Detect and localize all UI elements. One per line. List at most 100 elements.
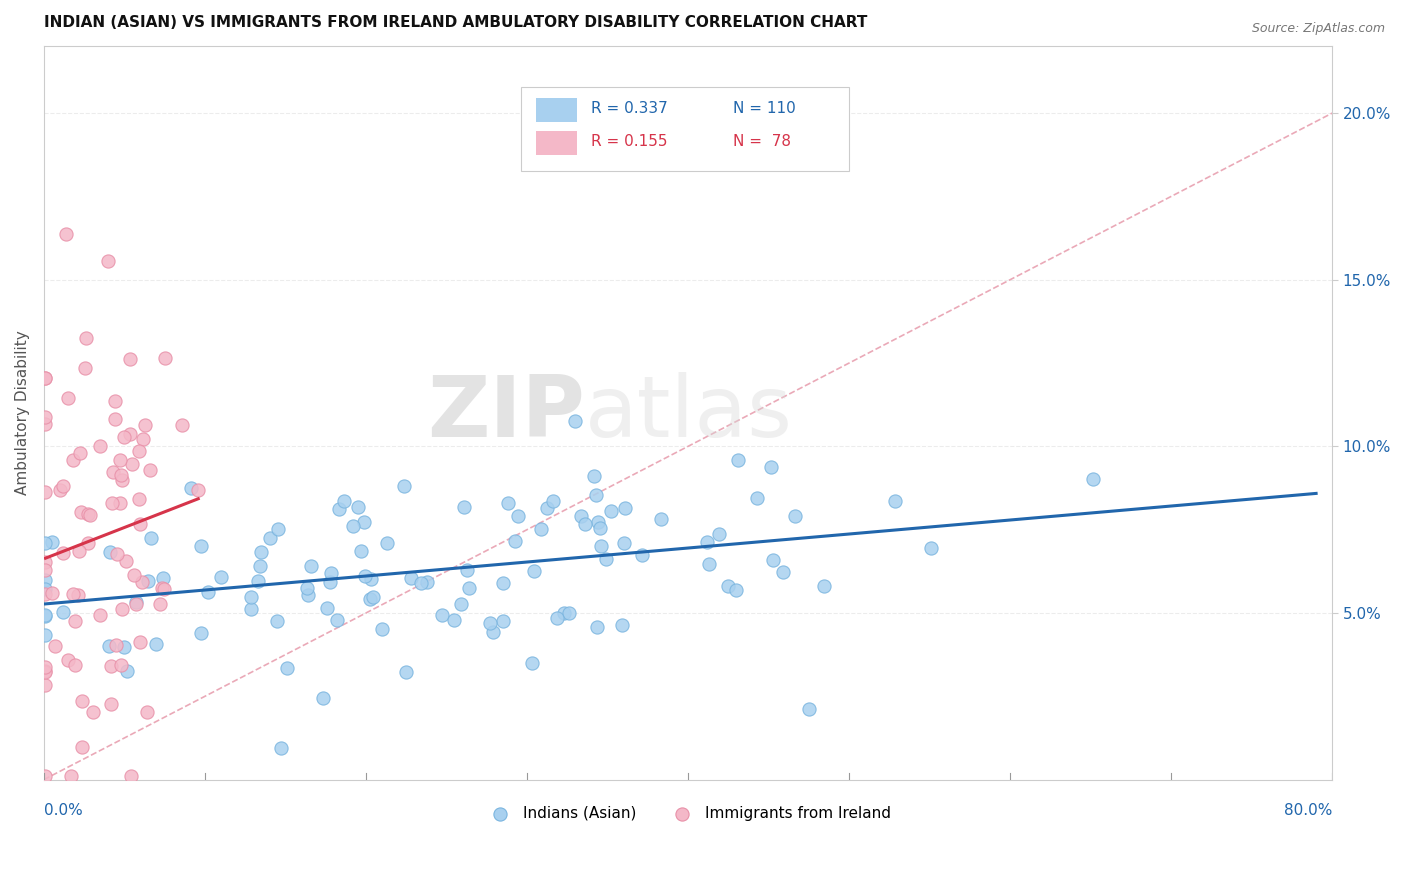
Point (111, 474, 134, 488)
Point (443, 613, 465, 627)
Point (312, 690, 335, 705)
Point (506, 509, 529, 524)
Point (34, 409, 56, 424)
Point (100, 496, 122, 510)
Point (101, 465, 124, 479)
Point (110, 657, 132, 672)
Point (55, 227, 77, 241)
Point (319, 574, 342, 589)
FancyBboxPatch shape (520, 87, 849, 171)
Point (600, 504, 623, 518)
Point (591, 540, 613, 554)
Point (62, 587, 84, 601)
Point (586, 515, 609, 529)
Point (120, 769, 142, 783)
Point (249, 559, 271, 574)
Point (530, 522, 553, 536)
Point (34, 555, 56, 569)
Point (44, 639, 66, 653)
Point (70, 694, 93, 708)
Point (124, 597, 146, 611)
Bar (536, 131, 578, 155)
Point (536, 501, 558, 516)
Point (375, 536, 398, 550)
Y-axis label: Ambulatory Disability: Ambulatory Disability (15, 331, 30, 495)
Point (129, 516, 152, 531)
Point (520, 656, 543, 670)
Bar (536, 98, 578, 122)
Text: R = 0.155: R = 0.155 (592, 135, 668, 149)
Point (557, 607, 579, 621)
Point (52, 478, 75, 492)
Point (717, 579, 740, 593)
Point (132, 432, 155, 446)
Point (89, 439, 111, 453)
Point (34, 665, 56, 679)
Point (111, 602, 134, 616)
Point (34, 371, 56, 385)
Point (319, 566, 342, 580)
Text: N =  78: N = 78 (733, 135, 792, 149)
Point (332, 494, 354, 508)
Point (136, 574, 159, 588)
Point (128, 491, 150, 506)
Point (34, 370, 56, 384)
Point (34, 608, 56, 623)
Point (359, 592, 381, 607)
Point (148, 597, 170, 611)
Point (696, 534, 718, 549)
Point (34, 485, 56, 500)
Point (583, 469, 606, 483)
Point (114, 640, 136, 654)
Point (51, 605, 73, 619)
Point (259, 531, 281, 545)
Point (197, 585, 219, 599)
Text: atlas: atlas (585, 372, 793, 455)
Point (110, 467, 132, 482)
Point (49, 483, 72, 498)
Point (100, 697, 122, 711)
Point (128, 443, 150, 458)
Point (65, 614, 87, 628)
Point (114, 430, 136, 444)
Point (727, 452, 749, 467)
Point (121, 457, 143, 471)
Point (360, 573, 382, 587)
Point (328, 502, 350, 516)
Point (458, 581, 481, 595)
Point (105, 547, 128, 561)
Point (613, 500, 636, 515)
Point (118, 351, 141, 366)
Point (585, 620, 607, 634)
Point (724, 582, 747, 597)
Point (96, 253, 118, 268)
Point (139, 532, 162, 546)
Point (342, 519, 364, 533)
Text: 80.0%: 80.0% (1284, 803, 1333, 818)
Point (346, 500, 368, 515)
Point (1081, 472, 1104, 486)
Point (41, 585, 63, 599)
Point (34, 678, 56, 692)
Point (920, 541, 942, 555)
Point (187, 483, 209, 498)
Point (153, 351, 176, 366)
Point (34, 417, 56, 432)
Point (498, 496, 520, 510)
Point (759, 459, 782, 474)
Point (63, 657, 86, 672)
Point (124, 595, 146, 609)
Point (250, 545, 273, 559)
Point (115, 664, 138, 678)
Point (34, 659, 56, 673)
Point (104, 394, 127, 409)
Text: R = 0.337: R = 0.337 (592, 102, 668, 116)
Point (34, 609, 56, 624)
Point (211, 570, 233, 584)
Point (239, 602, 262, 616)
Point (797, 702, 820, 716)
Point (650, 512, 672, 526)
Point (297, 581, 319, 595)
Point (569, 509, 592, 524)
Point (595, 552, 617, 566)
